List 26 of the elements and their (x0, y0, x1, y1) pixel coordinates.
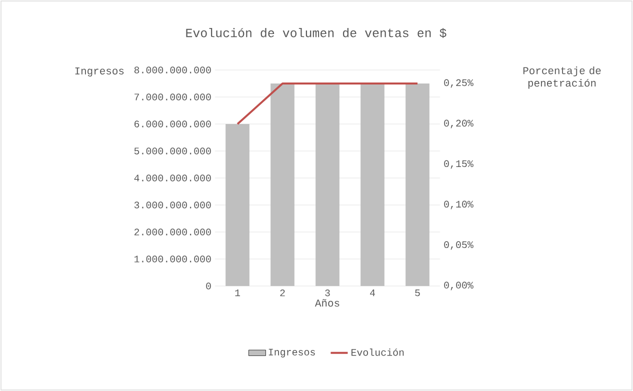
y-tick-label: 2.000.000.000 (134, 228, 211, 236)
y2-tick-label: 0,00% (444, 282, 474, 290)
y2-tick-label: 0,15% (444, 160, 474, 169)
y-tick-label: 8.000.000.000 (134, 66, 211, 74)
y-tick-label: 5.000.000.000 (134, 148, 211, 154)
legend-label: Evolución (351, 348, 404, 356)
y2-axis-title: Porcentaje de penetración (523, 66, 601, 89)
y-tick-label: 7.000.000.000 (134, 94, 211, 100)
y2-tick-label: 0,20% (444, 120, 474, 128)
x-tick-label: 4 (370, 290, 375, 296)
x-tick-label: 1 (235, 290, 240, 296)
x-tick-label: 5 (415, 290, 420, 296)
y-tick-label: 3.000.000.000 (134, 202, 211, 208)
y-tick-label: 6.000.000.000 (134, 120, 211, 128)
y-axis-title: Ingresos (75, 67, 124, 77)
legend-label: Ingresos (268, 348, 315, 358)
y-tick-label: 0 (206, 282, 211, 290)
y-tick-label: 4.000.000.000 (134, 174, 211, 182)
y2-tick-label: 0,10% (444, 200, 474, 210)
x-tick-label: 3 (325, 290, 330, 296)
y-tick-label: 1.000.000.000 (134, 256, 211, 262)
chart-title: Evolución de volumen de ventas en $ (186, 28, 446, 38)
y2-tick-label: 0,25% (444, 79, 474, 88)
x-tick-label: 2 (280, 290, 285, 296)
y2-tick-label: 0,05% (444, 241, 474, 250)
x-axis-title: Años (314, 299, 340, 307)
